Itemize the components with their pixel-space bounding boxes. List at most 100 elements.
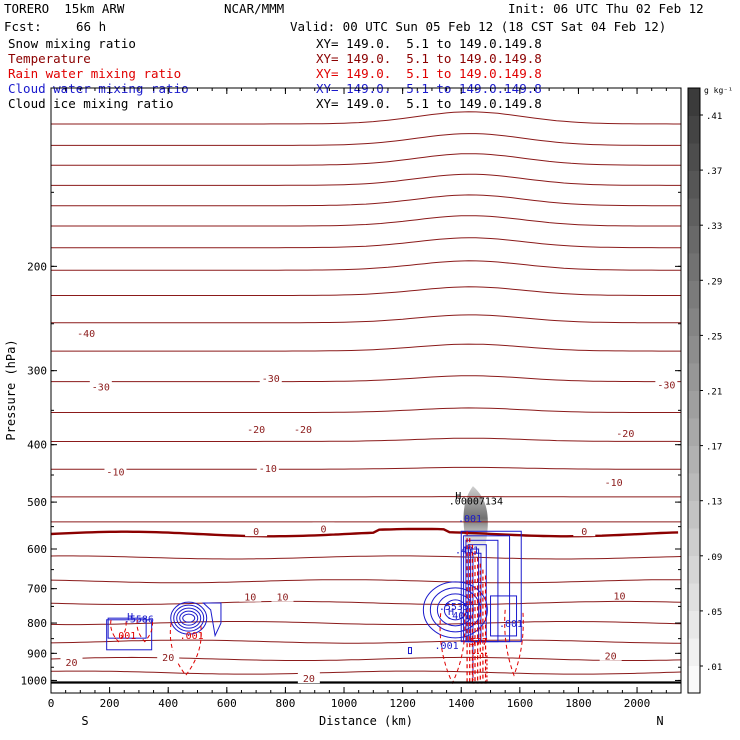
header-init: Init: 06 UTC Thu 02 Feb 12 [508,1,704,16]
x-tick-label: 1000 [331,697,358,710]
isotherm-label: 20 [65,658,77,669]
header-valid: Valid: 00 UTC Sun 05 Feb 12 (18 CST Sat … [290,19,667,34]
plot-frame [50,87,682,694]
cloud-water-contour [443,599,467,621]
isotherm-label-bg [573,525,596,537]
field-label: .001 [499,619,523,630]
colorbar-segment [688,473,700,501]
isotherm-label: 0 [253,527,259,538]
isotherm-line [51,407,681,413]
cloud-water-contour [170,601,208,635]
cloud-water-contour [436,593,474,627]
rain-water-contour [504,609,524,677]
colorbar-label: .37 [706,167,722,177]
colorbar-segment [688,253,700,281]
isotherm-label-bg [292,423,314,435]
x-tick-label: 600 [217,697,237,710]
x-tick-label: 400 [158,697,178,710]
colorbar-segment [688,198,700,226]
isotherm-line [51,314,681,324]
field-label: .001 [458,514,482,525]
colorbar-segment [688,500,700,529]
colorbar-segment [688,335,700,364]
isotherm-line [51,260,681,271]
isotherm-line [51,343,681,352]
isotherm-line [51,466,681,470]
isotherm-line [51,153,681,166]
rain-water-contour [110,619,127,643]
legend-xy-rain: XY= 149.0. 5.1 to 149.0.149.8 [316,66,542,81]
colorbar-unit: g kg⁻¹ [704,86,733,95]
isotherm-line [51,133,681,146]
colorbar-label: .13 [706,498,722,508]
isotherm-line [50,670,682,675]
isotherm-label-bg [602,475,625,487]
field-label: .001 [112,631,136,642]
x-tick-label: 1400 [448,697,475,710]
isotherm-label: 10 [276,593,288,604]
isotherm-line [50,579,681,584]
colorbar-segment [688,115,700,144]
isotherm-label-bg [60,656,83,668]
header-fcst-value: 66 h [76,19,107,34]
isotherm-label-bg [245,525,268,537]
colorbar-label: .25 [706,332,722,342]
colorbar-segment [688,418,700,446]
isotherm-label-bg [312,522,335,534]
y-tick-label: 1000 [21,674,48,687]
isotherm-label: 20 [303,674,315,685]
y-tick-label: 900 [27,647,47,660]
field-label: 577 [470,637,488,648]
colorbar-label: .01 [706,663,722,673]
cloud-water-contour [490,595,518,637]
isotherm-line [51,215,681,227]
y-tick-label: 500 [27,496,47,509]
isotherm-zero-line [50,527,679,538]
isotherm-line [51,286,681,296]
y-tick-label: 800 [27,617,47,630]
isotherm-label: 10 [613,591,625,602]
header-model: TORERO 15km ARW [4,1,125,16]
y-tick-label: 600 [27,543,47,556]
x-axis-label: Distance (km) [319,714,413,728]
colorbar-segment [688,445,700,474]
isotherm-label: 0 [581,527,587,538]
field-label: .401 [455,545,479,556]
field-label: .00007134 [449,497,503,508]
isotherm-line [51,194,681,207]
colorbar-segment [688,583,700,611]
isotherm-label-bg [271,590,294,602]
isotherm-line [50,555,682,560]
colorbar-label: .33 [706,222,722,232]
isotherm-label-bg [157,650,180,662]
y-tick-label: 300 [27,365,47,378]
colorbar-segment [688,308,700,336]
legend-xy-temperature: XY= 149.0. 5.1 to 149.0.149.8 [316,51,542,66]
colorbar-segment [688,555,700,584]
isotherm-line [51,375,681,383]
colorbar-segment [688,170,700,199]
field-label: .401 [446,611,470,622]
legend-xy-cloud-ice: XY= 149.0. 5.1 to 149.0.149.8 [316,96,542,111]
colorbar-segment [688,528,700,556]
colorbar-segment [688,143,700,171]
field-label: .5586 [124,614,154,625]
colorbar-label: .41 [706,112,722,122]
isotherm-label: -30 [657,381,675,392]
cloud-water-contour [106,619,153,651]
x-tick-label: 1200 [389,697,416,710]
isotherm-line [51,237,681,249]
isotherm-line [51,173,681,186]
colorbar-label: .09 [706,553,722,563]
y-tick-label: 400 [27,439,47,452]
cloud-water-contour [429,587,481,633]
isotherm-label-bg [256,462,279,474]
colorbar-label: .05 [706,608,722,618]
cloud-water-contour [202,602,222,638]
x-start-label: S [81,714,88,728]
cloud-water-contour [176,607,202,629]
isotherm-label-bg [89,380,112,392]
isotherm-label: 10 [244,593,256,604]
isotherm-label-bg [245,423,268,435]
